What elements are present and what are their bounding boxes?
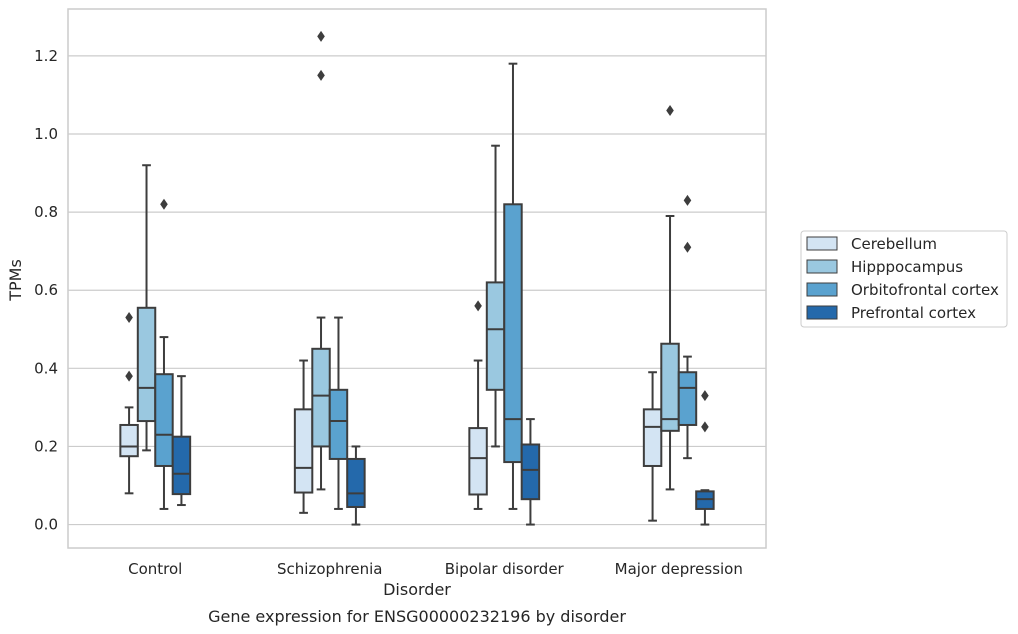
box-1-3 xyxy=(660,105,680,491)
outlier-marker xyxy=(160,198,168,210)
box-0-1 xyxy=(293,359,314,514)
box-body xyxy=(642,408,663,467)
y-axis-title: TPMs xyxy=(6,259,25,302)
legend-label: Orbitofrontal cortex xyxy=(851,281,999,299)
box-3-2 xyxy=(520,418,541,526)
outlier-marker xyxy=(683,241,692,253)
outlier-marker xyxy=(666,105,674,117)
box-body xyxy=(154,373,174,467)
plot-frame xyxy=(67,8,767,549)
box-1-2 xyxy=(485,144,506,448)
box-2-1 xyxy=(328,316,349,510)
legend-swatch xyxy=(806,282,838,297)
legend-label: Prefrontal cortex xyxy=(851,304,976,322)
box-3-1 xyxy=(346,445,366,526)
box-body xyxy=(171,435,192,496)
y-tick-label: 0.0 xyxy=(34,516,58,534)
x-tick-label: Control xyxy=(128,560,182,578)
x-tick-label: Bipolar disorder xyxy=(445,560,565,578)
box-1-1 xyxy=(311,30,331,491)
x-tick-label: Schizophrenia xyxy=(277,560,382,578)
box-0-0 xyxy=(119,312,139,495)
box-body xyxy=(346,457,366,508)
box-body xyxy=(119,423,139,458)
y-tick-label: 0.2 xyxy=(34,437,58,455)
box-2-0 xyxy=(154,198,174,510)
outlier-marker xyxy=(317,69,325,81)
legend: Cerebellum Hipppocampus Orbitofrontal cort… xyxy=(800,230,1008,328)
legend-frame xyxy=(800,230,1008,328)
y-tick-label: 1.0 xyxy=(34,125,58,143)
box-1-0 xyxy=(136,164,157,452)
figure-caption: Gene expression for ENSG00000232196 by d… xyxy=(208,607,626,626)
y-tick-labels: 0.0 0.2 0.4 0.6 0.8 1.0 1.2 xyxy=(34,47,58,534)
box-body xyxy=(468,427,488,496)
box-0-2 xyxy=(468,300,488,510)
y-tick-label: 1.2 xyxy=(34,47,58,65)
box-body xyxy=(328,388,349,460)
box-body xyxy=(503,203,523,464)
box-body xyxy=(485,281,506,391)
x-tick-labels: Control Schizophrenia Bipolar disorder Majo… xyxy=(128,560,743,578)
box-0-3 xyxy=(642,371,663,522)
y-tick-label: 0.8 xyxy=(34,203,58,221)
outlier-marker xyxy=(125,312,133,324)
box-2-3 xyxy=(677,194,698,460)
legend-swatch xyxy=(806,305,838,320)
box-3-0 xyxy=(171,375,192,507)
box-3-3 xyxy=(695,390,715,526)
outlier-marker xyxy=(317,30,325,42)
box-body xyxy=(520,443,541,501)
box-body xyxy=(136,306,157,423)
outlier-marker xyxy=(701,390,709,402)
y-tick-label: 0.4 xyxy=(34,359,58,377)
outlier-marker xyxy=(683,194,692,206)
legend-swatch xyxy=(806,259,838,274)
box-body xyxy=(677,371,698,426)
outlier-marker xyxy=(701,421,709,433)
outlier-marker xyxy=(125,370,133,382)
legend-label: Cerebellum xyxy=(851,235,937,253)
box-2-2 xyxy=(503,62,523,510)
box-body xyxy=(293,408,314,494)
legend-label: Hipppocampus xyxy=(851,258,963,276)
legend-swatch xyxy=(806,236,838,251)
box-body xyxy=(311,347,331,448)
box-body xyxy=(660,342,680,432)
boxes xyxy=(119,30,715,526)
y-tick-label: 0.6 xyxy=(34,281,58,299)
outlier-marker xyxy=(474,300,482,312)
x-axis-title: Disorder xyxy=(383,580,451,599)
x-tick-label: Major depression xyxy=(615,560,743,578)
